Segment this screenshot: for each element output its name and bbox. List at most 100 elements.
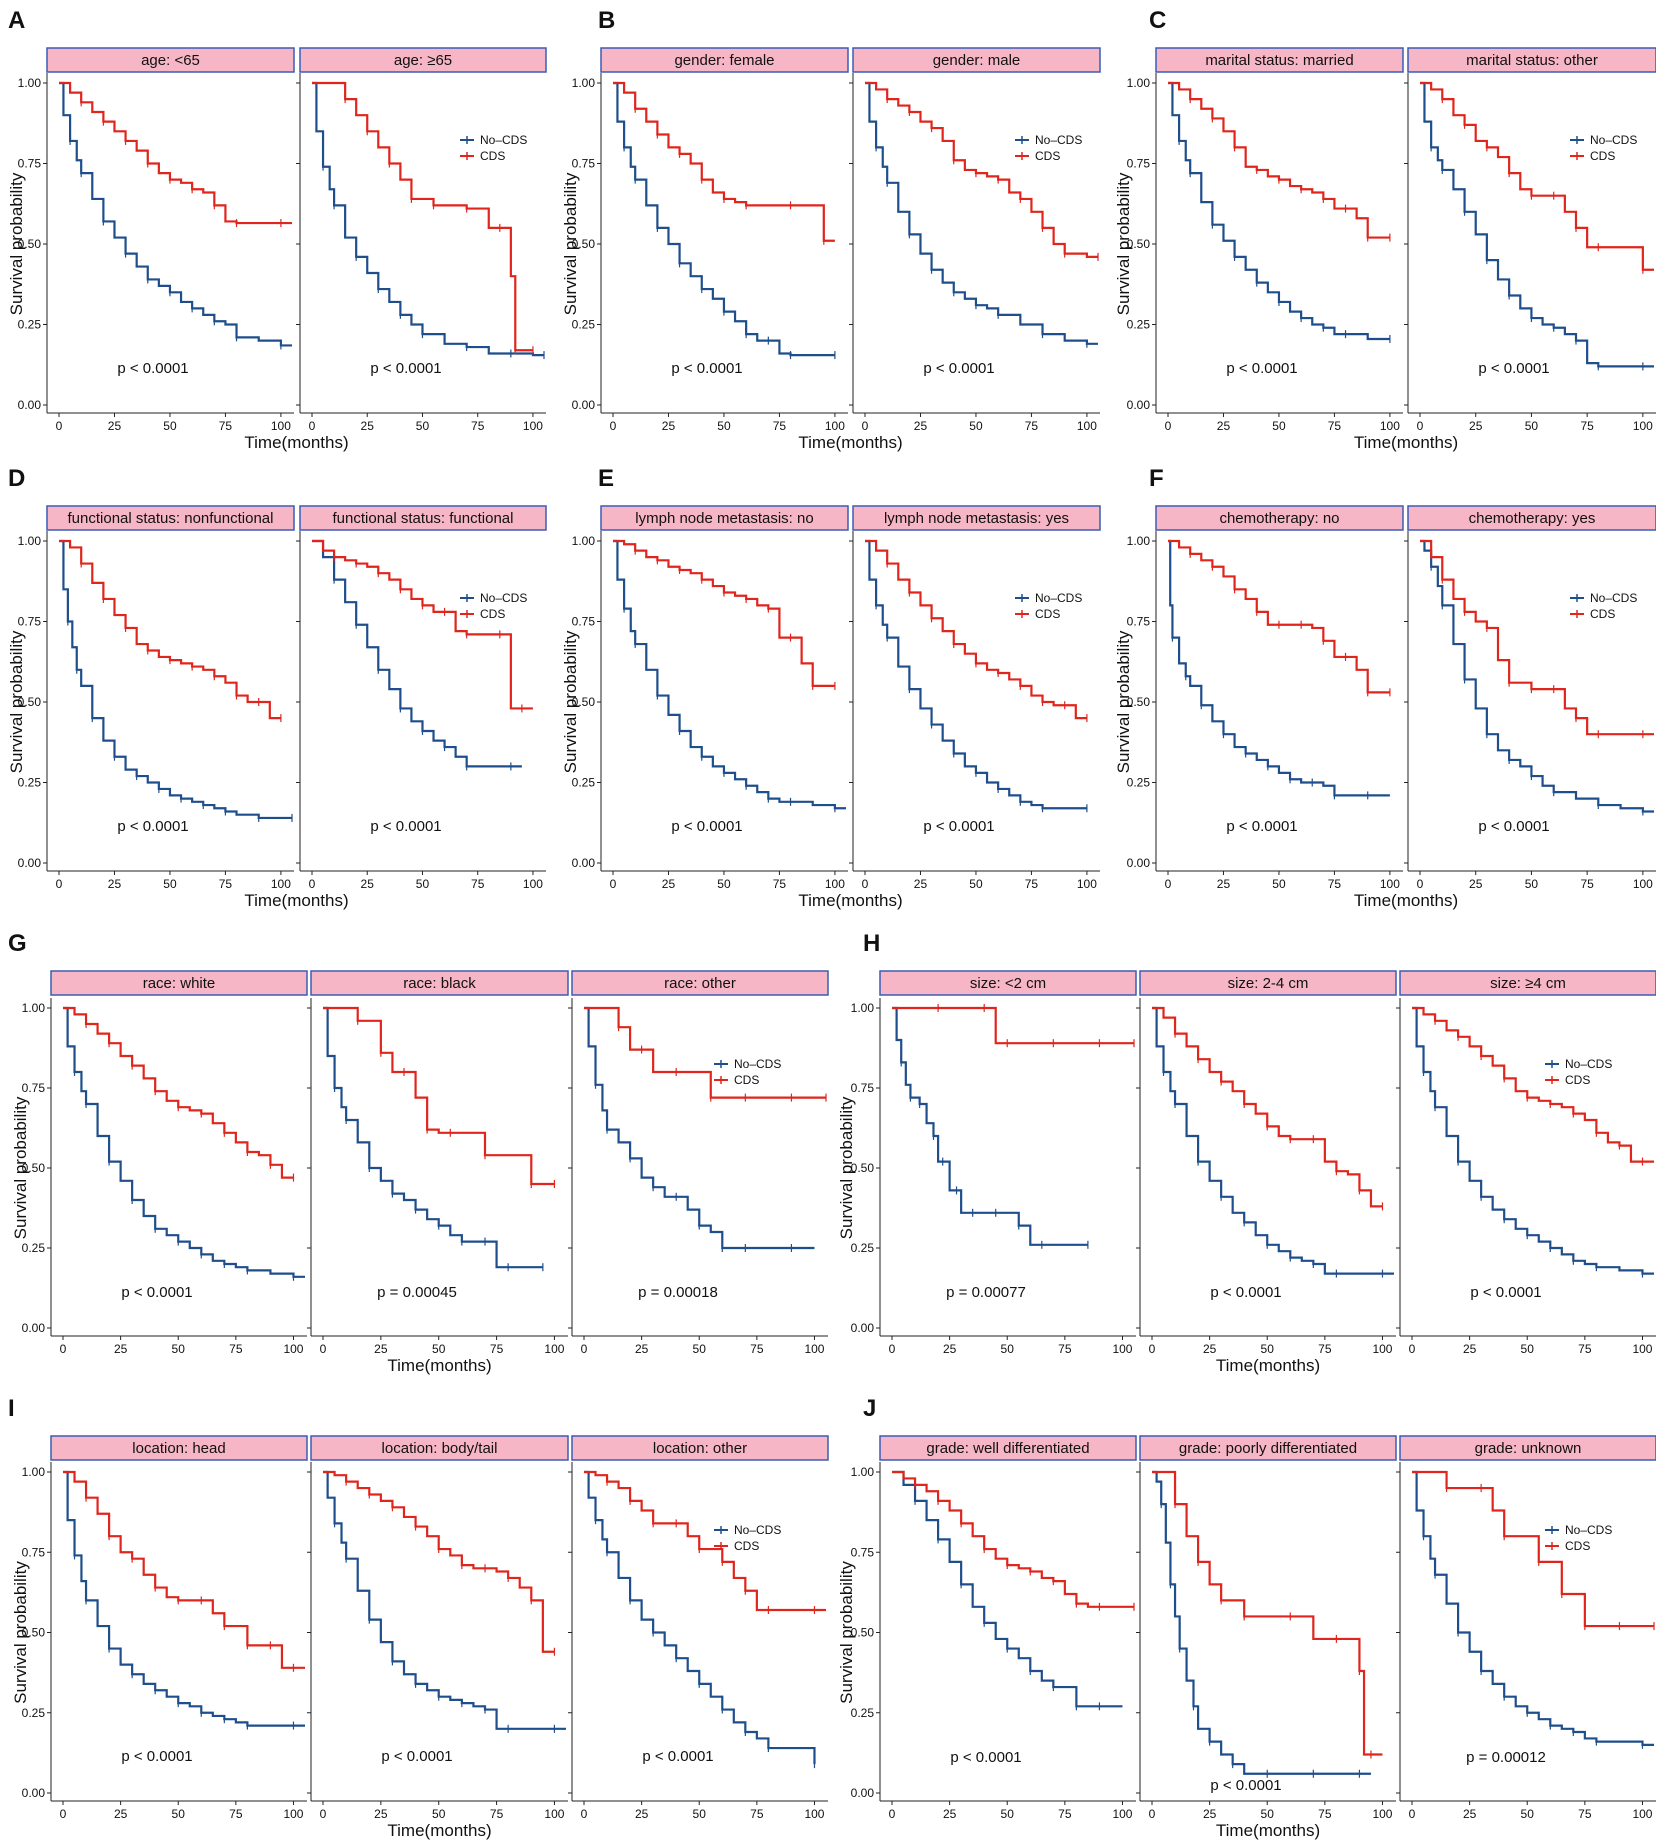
p-value: p = 0.00077 xyxy=(946,1284,1026,1301)
y-tick-label: 0.50 xyxy=(572,237,596,251)
cds-curve xyxy=(1420,539,1654,736)
x-axis-label: Time(months) xyxy=(1216,1356,1320,1375)
y-tick-label: 0.25 xyxy=(22,1706,46,1720)
y-tick-label: 0.50 xyxy=(22,1626,46,1640)
p-value: p < 0.0001 xyxy=(1478,360,1549,377)
facet: functional status: functional 0 25 50 75 100 p… xyxy=(296,505,547,891)
panel-g: G Survival probability Time(months) race: w… xyxy=(8,930,829,1375)
x-tick-label: 25 xyxy=(374,1807,388,1821)
facet-strip-label: age: <65 xyxy=(141,52,200,69)
x-tick-label: 50 xyxy=(1525,877,1539,891)
p-value: p < 0.0001 xyxy=(1210,1284,1281,1301)
x-tick-label: 75 xyxy=(471,877,485,891)
facet: race: white 0.00 0.25 0.50 0.75 1.00 0 25 50 75 10… xyxy=(22,970,308,1356)
y-tick-label: 0.75 xyxy=(18,157,42,171)
x-tick-label: 0 xyxy=(889,1342,896,1356)
legend-label: No–CDS xyxy=(480,591,527,605)
facet-strip-label: marital status: married xyxy=(1205,52,1353,69)
x-tick-label: 0 xyxy=(610,419,617,433)
legend-label: CDS xyxy=(480,149,505,163)
x-tick-label: 0 xyxy=(581,1342,588,1356)
facet-strip xyxy=(299,47,547,73)
facet-strip-label: location: body/tail xyxy=(382,1440,498,1457)
x-axis-label: Time(months) xyxy=(387,1356,491,1375)
y-tick-label: 0.75 xyxy=(572,157,596,171)
y-tick-label: 0.00 xyxy=(572,398,596,412)
y-tick-label: 0.50 xyxy=(851,1161,875,1175)
p-value: p < 0.0001 xyxy=(370,360,441,377)
y-tick-label: 1.00 xyxy=(1127,76,1151,90)
y-tick-label: 1.00 xyxy=(572,534,596,548)
x-tick-label: 100 xyxy=(1112,1342,1132,1356)
x-tick-label: 50 xyxy=(432,1807,446,1821)
facet: functional status: nonfunctional 0.00 0.25… xyxy=(18,505,295,891)
y-axis-label: Survival probability xyxy=(1114,172,1133,315)
facet-strip-label: age: ≥65 xyxy=(394,52,452,69)
y-tick-label: 0.50 xyxy=(1127,237,1151,251)
y-tick-label: 0.25 xyxy=(1127,776,1151,790)
legend-label: No–CDS xyxy=(1565,1057,1612,1071)
x-tick-label: 25 xyxy=(914,419,928,433)
y-tick-label: 0.50 xyxy=(22,1161,46,1175)
x-tick-label: 100 xyxy=(804,1807,824,1821)
x-tick-label: 75 xyxy=(1580,419,1594,433)
legend-label: CDS xyxy=(734,1073,759,1087)
x-axis-label: Time(months) xyxy=(1354,433,1458,452)
facet: grade: well differentiated 0.00 0.25 0.50 0.… xyxy=(851,1435,1137,1821)
panel-letter: C xyxy=(1149,7,1166,34)
x-tick-label: 25 xyxy=(943,1342,957,1356)
facet-strip-label: functional status: functional xyxy=(333,510,514,527)
facet-strip-label: lymph node metastasis: no xyxy=(635,510,813,527)
x-tick-label: 75 xyxy=(773,419,787,433)
x-tick-label: 100 xyxy=(1632,1807,1652,1821)
x-tick-label: 25 xyxy=(108,419,122,433)
panel-h: H Survival probability Time(months) size: <… xyxy=(837,930,1656,1375)
facet-strip-label: marital status: other xyxy=(1466,52,1598,69)
x-tick-label: 75 xyxy=(490,1807,504,1821)
facet-strip xyxy=(1399,970,1656,996)
facet-strip xyxy=(1155,47,1404,73)
panel-letter: E xyxy=(598,465,614,492)
facet-strip xyxy=(600,505,849,531)
facet-strip-label: size: ≥4 cm xyxy=(1490,975,1566,992)
y-tick-label: 0.75 xyxy=(1127,615,1151,629)
p-value: p < 0.0001 xyxy=(117,818,188,835)
p-value: p < 0.0001 xyxy=(671,360,742,377)
p-value: p < 0.0001 xyxy=(642,1748,713,1765)
no-cds-curve xyxy=(1168,539,1390,797)
x-tick-label: 25 xyxy=(1469,419,1483,433)
facet: location: body/tail 0 25 50 75 100 p < 0.0001 xyxy=(307,1435,569,1821)
facet-strip xyxy=(310,1435,569,1461)
x-tick-label: 50 xyxy=(717,419,731,433)
facet: race: black 0 25 50 75 100 p = 0.00045 xyxy=(307,970,569,1356)
x-tick-label: 25 xyxy=(1217,877,1231,891)
legend-label: No–CDS xyxy=(1565,1523,1612,1537)
y-axis-label: Survival probability xyxy=(561,630,580,773)
x-tick-label: 25 xyxy=(635,1342,649,1356)
y-tick-label: 0.00 xyxy=(1127,398,1151,412)
x-tick-label: 100 xyxy=(523,419,543,433)
facet: lymph node metastasis: no 0.00 0.25 0.50 0.7… xyxy=(572,505,849,891)
x-tick-label: 75 xyxy=(1328,419,1342,433)
facet-strip xyxy=(1155,505,1404,531)
facet-strip-label: race: other xyxy=(664,975,736,992)
facet-strip-label: grade: well differentiated xyxy=(926,1440,1089,1457)
panel-letter: B xyxy=(598,7,615,34)
x-tick-label: 25 xyxy=(114,1807,128,1821)
facet-strip-label: race: black xyxy=(403,975,476,992)
y-tick-label: 0.50 xyxy=(851,1626,875,1640)
no-cds-curve xyxy=(323,1006,543,1269)
panel-letter: H xyxy=(863,930,880,957)
facet-strip-label: race: white xyxy=(143,975,216,992)
x-tick-label: 75 xyxy=(219,877,233,891)
facet: lymph node metastasis: yes 0 25 50 75 100 p < … xyxy=(849,505,1101,891)
p-value: p < 0.0001 xyxy=(923,818,994,835)
x-tick-label: 50 xyxy=(1001,1807,1015,1821)
x-tick-label: 25 xyxy=(635,1807,649,1821)
facet-strip-label: gender: female xyxy=(674,52,774,69)
